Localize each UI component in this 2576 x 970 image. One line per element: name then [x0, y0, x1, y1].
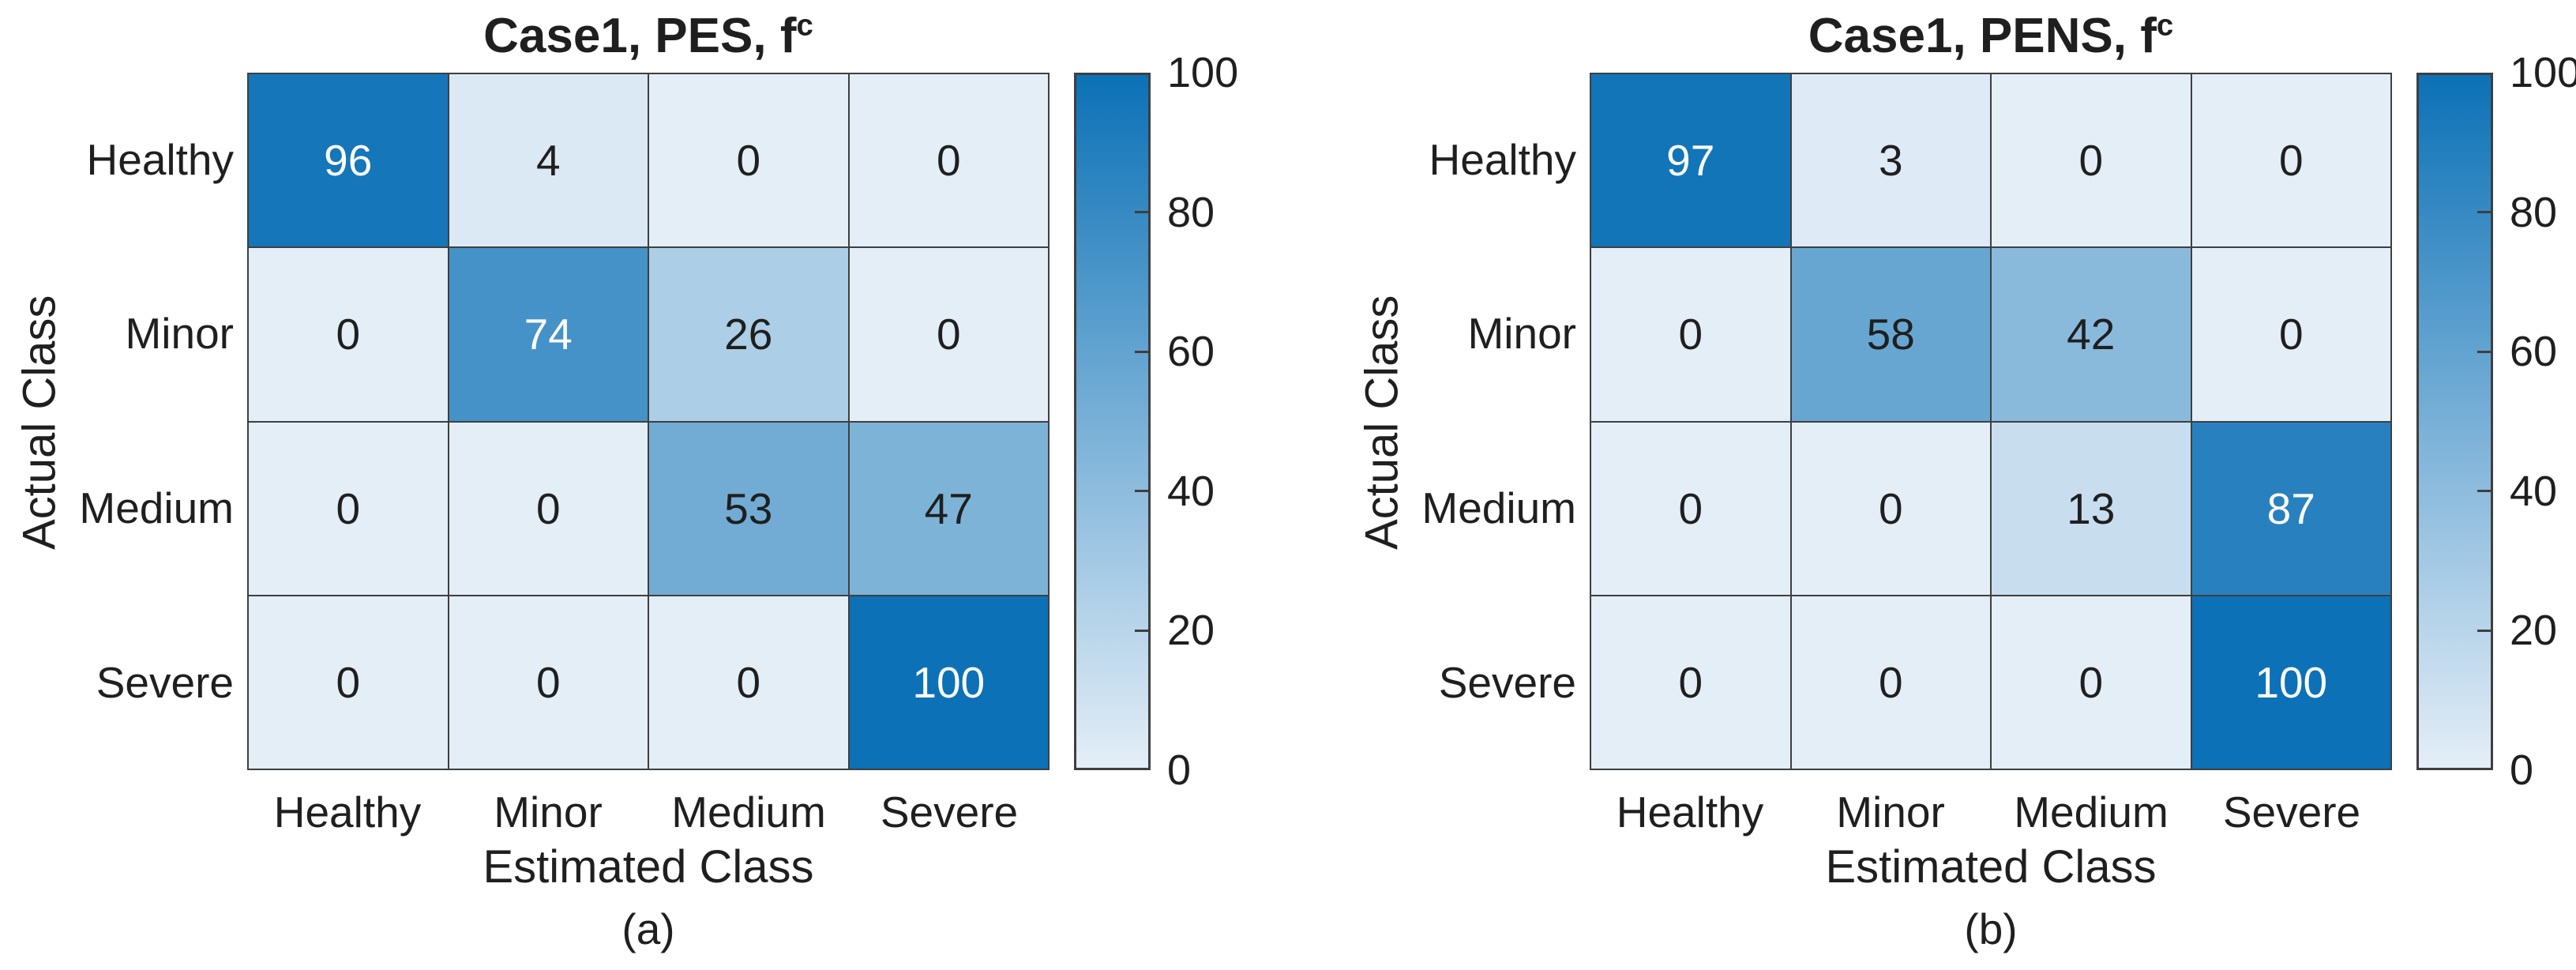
chart-title-superscript: c: [796, 8, 813, 43]
heatmap-cell: 58: [1790, 247, 1991, 422]
y-tick-label: Minor: [1467, 309, 1576, 358]
heatmap-cell: 13: [1991, 421, 2191, 596]
x-axis-label: Estimated Class: [1825, 841, 2157, 893]
x-axis-label: Estimated Class: [483, 841, 814, 893]
heatmap-cell: 96: [248, 73, 449, 248]
heatmap-cell: 100: [848, 595, 1049, 769]
y-tick-label: Healthy: [86, 135, 234, 184]
heatmap-cell: 4: [448, 73, 648, 248]
heatmap-cell: 0: [1790, 595, 1991, 769]
chart-title-text: Case1, PES, f: [483, 9, 797, 63]
panel-caption: (a): [621, 904, 675, 953]
y-tick-label: Severe: [96, 658, 234, 707]
colorbar-tick-label: 100: [2510, 49, 2576, 96]
heatmap-cell: 3: [1790, 73, 1991, 248]
panel-b: Case1, PENS, fc Actual Class Healthy Minor M…: [1342, 0, 2576, 970]
x-tick-label: Severe: [2222, 788, 2361, 837]
y-axis-label: Actual Class: [1356, 295, 1408, 551]
heatmap-cell: 53: [648, 421, 849, 596]
heatmap-cell: 47: [848, 421, 1049, 596]
heatmap-cell: 0: [1790, 421, 1991, 596]
colorbar-tick-label: 80: [2510, 188, 2558, 236]
colorbar-tick: [2477, 211, 2491, 214]
colorbar: [1074, 73, 1151, 770]
x-tick-label: Healthy: [273, 788, 422, 837]
heatmap-cell: 0: [1590, 247, 1791, 422]
heatmap-cell: 0: [248, 595, 449, 769]
colorbar-tick: [1135, 629, 1148, 632]
heatmap-cell: 0: [1991, 73, 2191, 248]
colorbar-tick: [2477, 629, 2491, 632]
heatmap-cell: 0: [2191, 73, 2391, 248]
panel-a: Case1, PES, fc Actual Class Healthy Minor Me…: [0, 0, 1239, 970]
colorbar-tick-label: 0: [1167, 746, 1192, 794]
chart-title: Case1, PENS, fc: [1590, 6, 2392, 66]
colorbar-tick-label: 40: [1167, 467, 1215, 515]
colorbar-tick-label: 80: [1167, 188, 1215, 236]
heatmap-cell: 26: [648, 247, 849, 422]
heatmap-cell: 100: [2191, 595, 2391, 769]
x-tick-label: Minor: [1836, 788, 1945, 837]
colorbar-tick-label: 100: [1167, 49, 1239, 96]
colorbar-tick-label: 0: [2510, 746, 2534, 794]
heatmap-cell: 0: [448, 421, 648, 596]
heatmap-cell: 0: [848, 247, 1049, 422]
x-tick-label: Healthy: [1616, 788, 1764, 837]
x-tick-label: Medium: [2014, 788, 2169, 837]
colorbar-tick-label: 60: [1167, 328, 1215, 376]
colorbar-tick-label: 20: [2510, 607, 2558, 655]
heatmap-cell: 0: [1991, 595, 2191, 769]
heatmap-cell: 0: [248, 421, 449, 596]
heatmap-grid: 96 4 0 0 0 74 26 0 0 0 53 47 0 0 0 100: [247, 73, 1050, 770]
heatmap-cell: 0: [248, 247, 449, 422]
y-axis-label: Actual Class: [13, 295, 66, 551]
heatmap-cell: 0: [648, 595, 849, 769]
heatmap-cell: 0: [848, 73, 1049, 248]
colorbar-tick-label: 20: [1167, 607, 1215, 655]
colorbar-tick-label: 40: [2510, 467, 2558, 515]
heatmap-cell: 42: [1991, 247, 2191, 422]
y-tick-label: Minor: [125, 309, 234, 358]
chart-title-text: Case1, PENS, f: [1808, 9, 2157, 63]
y-tick-label: Medium: [1421, 483, 1576, 532]
colorbar-tick: [1135, 211, 1148, 214]
heatmap-cell: 87: [2191, 421, 2391, 596]
y-tick-label: Severe: [1438, 658, 1576, 707]
heatmap-cell: 74: [448, 247, 648, 422]
x-tick-label: Medium: [671, 788, 826, 837]
heatmap-cell: 0: [1590, 595, 1791, 769]
heatmap-cell: 0: [448, 595, 648, 769]
colorbar-tick: [1135, 350, 1148, 353]
heatmap-grid: 97 3 0 0 0 58 42 0 0 0 13 87 0 0 0 100: [1590, 73, 2392, 770]
heatmap-cell: 0: [648, 73, 849, 248]
heatmap-cell: 97: [1590, 73, 1791, 248]
y-tick-label: Medium: [79, 483, 234, 532]
heatmap-cell: 0: [1590, 421, 1791, 596]
colorbar: [2416, 73, 2493, 770]
panel-caption: (b): [1964, 904, 2018, 953]
y-tick-label: Healthy: [1429, 135, 1576, 184]
heatmap-cell: 0: [2191, 247, 2391, 422]
x-tick-label: Severe: [880, 788, 1019, 837]
colorbar-tick: [2477, 490, 2491, 493]
colorbar-tick: [2477, 350, 2491, 353]
chart-title-superscript: c: [2156, 8, 2174, 43]
colorbar-tick: [1135, 490, 1148, 493]
chart-title: Case1, PES, fc: [247, 6, 1050, 66]
x-tick-label: Minor: [494, 788, 603, 837]
colorbar-tick-label: 60: [2510, 328, 2558, 376]
